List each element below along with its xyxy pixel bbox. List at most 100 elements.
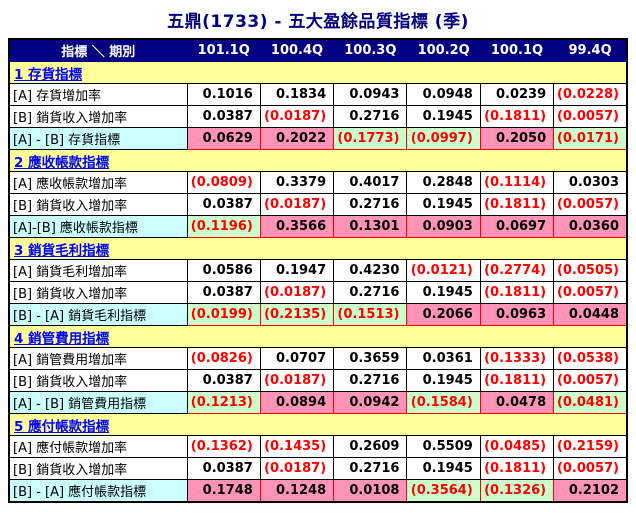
period-header-row: 指標 ＼ 期別 101.1Q 100.4Q 100.3Q 100.2Q 100.1Q 99.…	[8, 38, 628, 62]
summary-value-cell: 0.0942	[333, 391, 408, 414]
summary-value-cell: 0.3566	[259, 215, 335, 238]
indicator-table: 指標 ＼ 期別 101.1Q 100.4Q 100.3Q 100.2Q 100.1Q 99.…	[8, 38, 628, 503]
value-cell: (0.0187)	[259, 369, 335, 392]
value-cell: (0.0505)	[553, 259, 628, 282]
summary-value-cell: 0.1248	[259, 479, 335, 503]
summary-value-cell: (0.0997)	[406, 127, 481, 150]
value-cell: 0.2716	[333, 369, 408, 392]
row-label: [A] 應收帳款增加率	[8, 171, 188, 194]
period-header-cell: 99.4Q	[553, 38, 628, 62]
summary-row: [A] - [B] 銷管費用指標 (0.1213) 0.0894 0.0942 (0.1…	[8, 391, 628, 414]
value-cell: 0.1834	[259, 83, 335, 106]
value-cell: (0.2774)	[479, 259, 555, 282]
section-header-row: 1 存貨指標	[8, 61, 628, 84]
data-row: [A] 存貨增加率 0.1016 0.1834 0.0943 0.0948 0.0239(…	[8, 83, 628, 106]
value-cell: 0.2848	[406, 171, 481, 194]
period-header-cell: 100.4Q	[259, 38, 335, 62]
value-cell: 0.1945	[406, 105, 481, 128]
data-row: [B] 銷貨收入增加率 0.0387 (0.0187) 0.2716 0.1945 (0.…	[8, 281, 628, 304]
value-cell: (0.0187)	[259, 281, 335, 304]
value-cell: (0.1811)	[479, 457, 555, 480]
period-header-cell: 100.3Q	[333, 38, 408, 62]
value-cell: 0.3379	[259, 171, 335, 194]
row-label: [B] 銷貨收入增加率	[8, 105, 188, 128]
value-cell: 0.0239	[479, 83, 555, 106]
value-cell: (0.0057)	[553, 457, 628, 480]
data-row: [A] 銷貨毛利增加率 0.0586 0.1947 0.4230 (0.0121) (0.…	[8, 259, 628, 282]
summary-value-cell: 0.0478	[479, 391, 555, 414]
value-cell: (0.0187)	[259, 457, 335, 480]
value-cell: (0.1333)	[479, 347, 555, 370]
value-cell: 0.1945	[406, 457, 481, 480]
summary-value-cell: 0.0903	[406, 215, 481, 238]
value-cell: (0.0057)	[553, 193, 628, 216]
summary-value-cell: 0.0360	[553, 215, 628, 238]
data-row: [B] 銷貨收入增加率 0.0387 (0.0187) 0.2716 0.1945 (0.…	[8, 105, 628, 128]
value-cell: (0.0057)	[553, 281, 628, 304]
summary-row-label: [B] - [A] 銷貨毛利指標	[8, 303, 188, 326]
summary-value-cell: (0.0171)	[553, 127, 628, 150]
summary-value-cell: 0.1301	[333, 215, 408, 238]
summary-row-label: [B] - [A] 應付帳款指標	[8, 479, 188, 503]
summary-row-label: [A] - [B] 存貨指標	[8, 127, 188, 150]
summary-value-cell: (0.1584)	[406, 391, 481, 414]
value-cell: 0.1947	[259, 259, 335, 282]
summary-row: [B] - [A] 應付帳款指標 0.1748 0.1248 0.0108 (0.356…	[8, 479, 628, 503]
section-header-row: 5 應付帳款指標	[8, 413, 628, 436]
summary-row-label: [A]-[B] 應收帳款指標	[8, 215, 188, 238]
value-cell: (0.0485)	[479, 435, 555, 458]
page-title: 五鼎(1733) - 五大盈餘品質指標 (季)	[167, 12, 469, 32]
data-row: [A] 銷管費用增加率 (0.0826) 0.0707 0.3659 0.0361 (0.…	[8, 347, 628, 370]
value-cell: 0.0707	[259, 347, 335, 370]
section-header-row: 3 銷貨毛利指標	[8, 237, 628, 260]
summary-value-cell: 0.2102	[553, 479, 628, 503]
data-row: [B] 銷貨收入增加率 0.0387 (0.0187) 0.2716 0.1945 (0.…	[8, 457, 628, 480]
report-page: 五鼎(1733) - 五大盈餘品質指標 (季) 指標 ＼ 期別 101.1Q 100…	[8, 12, 628, 503]
data-row: [B] 銷貨收入增加率 0.0387 (0.0187) 0.2716 0.1945 (0.…	[8, 193, 628, 216]
summary-value-cell: (0.0199)	[186, 303, 261, 326]
value-cell: 0.3659	[333, 347, 408, 370]
row-label: [B] 銷貨收入增加率	[8, 193, 188, 216]
summary-value-cell: 0.0894	[259, 391, 335, 414]
row-label: [A] 銷管費用增加率	[8, 347, 188, 370]
summary-value-cell: (0.1326)	[479, 479, 555, 503]
row-label: [A] 銷貨毛利增加率	[8, 259, 188, 282]
summary-value-cell: (0.1196)	[186, 215, 261, 238]
table-body: 1 存貨指標 [A] 存貨增加率 0.1016 0.1834 0.0943 0.0948 0…	[8, 61, 628, 503]
summary-value-cell: (0.0481)	[553, 391, 628, 414]
summary-value-cell: 0.1748	[186, 479, 261, 503]
summary-value-cell: (0.1513)	[333, 303, 408, 326]
section-title: 3 銷貨毛利指標	[8, 237, 628, 260]
value-cell: 0.2609	[333, 435, 408, 458]
section-title: 5 應付帳款指標	[8, 413, 628, 436]
value-cell: (0.1811)	[479, 369, 555, 392]
section-title: 1 存貨指標	[8, 61, 628, 84]
value-cell: (0.0187)	[259, 105, 335, 128]
summary-row: [A]-[B] 應收帳款指標 (0.1196) 0.3566 0.1301 0.0903…	[8, 215, 628, 238]
row-label: [B] 銷貨收入增加率	[8, 281, 188, 304]
summary-value-cell: 0.2050	[479, 127, 555, 150]
summary-row: [A] - [B] 存貨指標 0.0629 0.2022 (0.1773) (0.099…	[8, 127, 628, 150]
value-cell: 0.0303	[553, 171, 628, 194]
row-label: [B] 銷貨收入增加率	[8, 457, 188, 480]
summary-value-cell: (0.1213)	[186, 391, 261, 414]
summary-value-cell: 0.2022	[259, 127, 335, 150]
period-header-cell: 100.1Q	[479, 38, 555, 62]
summary-row-label: [A] - [B] 銷管費用指標	[8, 391, 188, 414]
value-cell: (0.0826)	[186, 347, 261, 370]
row-label: [A] 存貨增加率	[8, 83, 188, 106]
value-cell: 0.0361	[406, 347, 481, 370]
value-cell: 0.2716	[333, 105, 408, 128]
section-header-row: 4 銷管費用指標	[8, 325, 628, 348]
corner-header-cell: 指標 ＼ 期別	[8, 38, 188, 62]
value-cell: (0.0121)	[406, 259, 481, 282]
value-cell: (0.1114)	[479, 171, 555, 194]
value-cell: 0.0387	[186, 105, 261, 128]
value-cell: 0.0948	[406, 83, 481, 106]
value-cell: (0.0187)	[259, 193, 335, 216]
summary-value-cell: (0.3564)	[406, 479, 481, 503]
value-cell: 0.0387	[186, 457, 261, 480]
value-cell: 0.0387	[186, 193, 261, 216]
value-cell: 0.2716	[333, 457, 408, 480]
value-cell: 0.2716	[333, 193, 408, 216]
